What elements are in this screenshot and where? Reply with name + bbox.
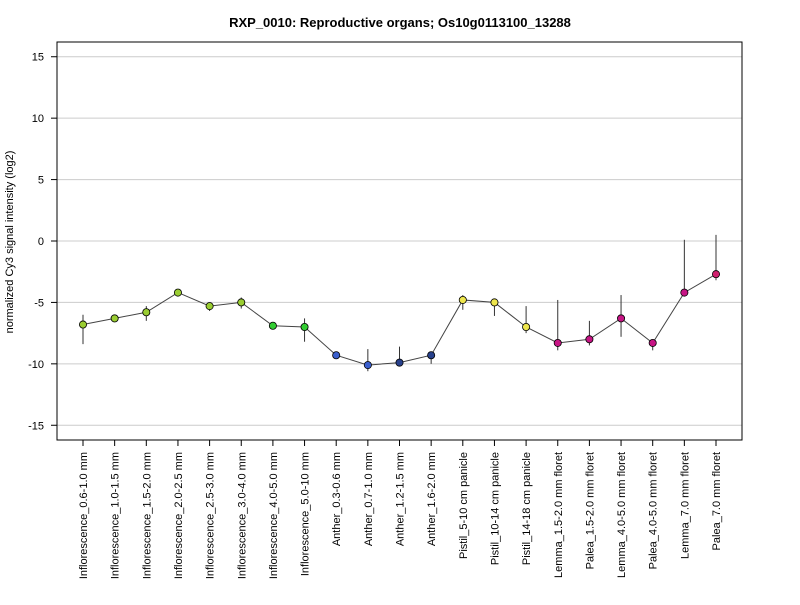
data-point [490,298,499,307]
x-tick-label: Inflorescence_3.0-4.0 mm [236,452,248,579]
errorbar-layer [82,234,717,372]
y-axis-label: normalized Cy3 signal intensity (log2) [4,151,16,334]
x-tick-label: Inflorescence_2.0-2.5 mm [173,452,185,579]
point-layer [79,270,721,370]
x-tick-label: Pistil_10-14 cm panicle [489,452,501,565]
data-point [79,320,88,329]
chart-title: RXP_0010: Reproductive organs; Os10g0113… [229,15,571,30]
axis-layer: 15 10 5 0 -5 -10 -15 Inflorescence_0.6-1.0 mm In… [28,52,723,579]
x-tick-label: Inflorescence_5.0-10 mm [300,452,312,576]
data-point [268,321,277,330]
x-tick-label: Anther_0.7-1.0 mm [363,452,375,546]
x-tick-label: Anther_0.3-0.6 mm [331,452,343,546]
data-point [205,302,214,311]
x-tick-label: Lemma_1.5-2.0 mm floret [553,452,565,578]
x-tick-label: Pistil_5-10 cm panicle [458,452,470,559]
y-tick-label: -5 [34,297,44,309]
x-tick-label: Lemma_7.0 mm floret [679,452,691,559]
data-point [332,351,341,360]
data-point [173,288,182,297]
x-tick-label: Anther_1.2-1.5 mm [395,452,407,546]
data-point [395,358,404,367]
x-tick-label: Anther_1.6-2.0 mm [426,452,438,546]
x-tick-label: Pistil_14-18 cm panicle [521,452,533,565]
data-point [427,351,436,360]
y-tick-label: 0 [38,236,44,248]
data-point [110,314,119,323]
x-tick-label: Lemma_4.0-5.0 mm floret [616,452,628,578]
data-point [363,361,372,370]
y-tick-label: 10 [32,113,44,125]
data-point [142,308,151,317]
data-point [585,335,594,344]
x-tick-label: Palea_1.5-2.0 mm floret [584,452,596,569]
data-point [237,298,246,307]
data-point [617,314,626,323]
y-tick-label: -15 [28,420,44,432]
x-tick-label: Palea_4.0-5.0 mm floret [648,452,660,569]
data-point [300,322,309,331]
x-tick-label: Inflorescence_4.0-5.0 mm [268,452,280,579]
x-tick-label: Palea_7.0 mm floret [711,452,723,550]
data-point [553,338,562,347]
data-point [680,288,689,297]
data-point [458,295,467,304]
y-tick-label: 15 [32,52,44,64]
data-point [712,270,721,279]
x-tick-label: Inflorescence_2.5-3.0 mm [205,452,217,579]
x-tick-label: Inflorescence_1.5-2.0 mm [141,452,153,579]
data-point [648,338,657,347]
y-tick-label: 5 [38,175,44,187]
x-tick-label: Inflorescence_0.6-1.0 mm [78,452,90,579]
y-tick-label: -10 [28,359,44,371]
x-tick-label: Inflorescence_1.0-1.5 mm [110,452,122,579]
data-point [522,322,531,331]
grid-layer [57,56,742,426]
